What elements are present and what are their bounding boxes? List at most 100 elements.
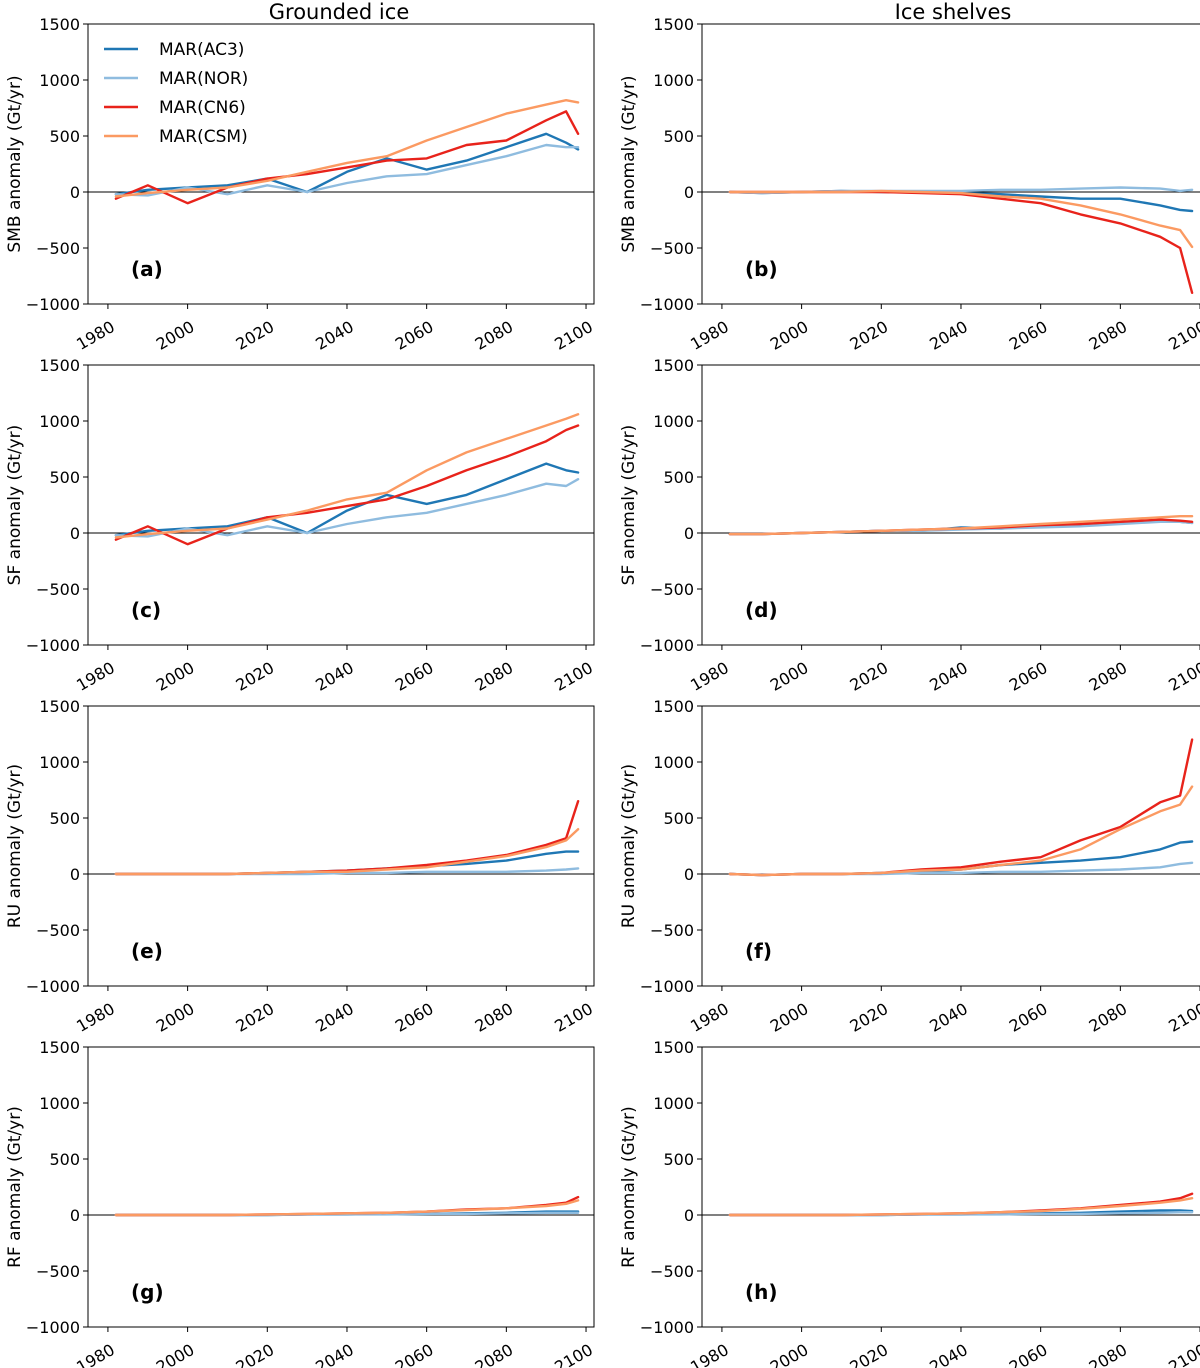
xtick-label-h: 2100: [1165, 1340, 1200, 1368]
xtick-label-g: 2020: [233, 1340, 278, 1368]
ylabel-h: RF anomaly (Gt/yr): [619, 1106, 639, 1268]
ytick-label-b: 0: [684, 183, 694, 202]
series-line-marcsm-e: [114, 828, 580, 876]
xtick-label-e: 2080: [472, 999, 517, 1036]
ytick-label-d: 1000: [653, 412, 694, 431]
series-line-marcsm-b: [728, 189, 1194, 249]
ytick-label-f: 1500: [653, 697, 694, 716]
panel-frame-c: [87, 364, 595, 646]
ytick-label-a: −500: [36, 239, 80, 258]
ytick-label-d: −500: [650, 580, 694, 599]
ytick-label-c: 500: [49, 468, 80, 487]
ytick-label-h: −1000: [640, 1318, 694, 1337]
ytick-label-f: 0: [684, 865, 694, 884]
ytick-label-g: −500: [36, 1262, 80, 1281]
xtick-label-c: 2060: [392, 658, 437, 695]
series-line-marcn6-c: [114, 424, 580, 546]
panel-label-c: (c): [131, 598, 161, 622]
xtick-label-a: 2020: [233, 317, 278, 354]
xtick-label-c: 2040: [312, 658, 357, 695]
ytick-label-e: 500: [49, 809, 80, 828]
xtick-label-g: 2100: [551, 1340, 596, 1368]
ytick-label-h: 500: [663, 1150, 694, 1169]
panel-label-e: (e): [131, 939, 163, 963]
xtick-label-d: 2080: [1086, 658, 1131, 695]
ytick-label-e: −500: [36, 921, 80, 940]
ytick-label-a: 1500: [39, 15, 80, 34]
xtick-label-a: 2100: [551, 317, 596, 354]
xtick-label-b: 2060: [1006, 317, 1051, 354]
ytick-label-d: 1500: [653, 356, 694, 375]
ytick-label-g: 500: [49, 1150, 80, 1169]
xtick-label-b: 2080: [1086, 317, 1131, 354]
series-line-marcn6-e: [114, 800, 580, 876]
ytick-label-g: −1000: [26, 1318, 80, 1337]
ytick-label-g: 0: [70, 1206, 80, 1225]
ytick-label-g: 1500: [39, 1038, 80, 1057]
ytick-label-c: −1000: [26, 636, 80, 655]
xtick-label-f: 2040: [926, 999, 971, 1036]
ytick-label-d: 500: [663, 468, 694, 487]
ytick-label-b: 1500: [653, 15, 694, 34]
ytick-label-c: 0: [70, 524, 80, 543]
series-line-marnor-c: [114, 478, 580, 538]
xtick-label-b: 1980: [687, 317, 732, 354]
ytick-label-e: 1500: [39, 697, 80, 716]
ytick-label-e: 0: [70, 865, 80, 884]
ylabel-f: RU anomaly (Gt/yr): [619, 764, 639, 928]
panel-label-h: (h): [745, 1280, 778, 1304]
ytick-label-f: 1000: [653, 753, 694, 772]
panel-frame-e: [87, 705, 595, 987]
legend-label-marac3: MAR(AC3): [159, 40, 244, 60]
legend-label-marcn6: MAR(CN6): [159, 98, 246, 118]
xtick-label-c: 2100: [551, 658, 596, 695]
ytick-label-b: 1000: [653, 71, 694, 90]
series-line-marcsm-f: [728, 785, 1194, 877]
xtick-label-g: 1980: [73, 1340, 118, 1368]
ytick-label-c: 1500: [39, 356, 80, 375]
xtick-label-a: 1980: [73, 317, 118, 354]
xtick-label-e: 1980: [73, 999, 118, 1036]
xtick-label-g: 2060: [392, 1340, 437, 1368]
xtick-label-g: 2040: [312, 1340, 357, 1368]
ytick-label-b: 500: [663, 127, 694, 146]
ytick-label-g: 1000: [39, 1094, 80, 1113]
xtick-label-f: 1980: [687, 999, 732, 1036]
series-line-marcn6-b: [728, 190, 1194, 294]
panel-label-f: (f): [745, 939, 772, 963]
panel-label-b: (b): [745, 257, 778, 281]
xtick-label-f: 2020: [847, 999, 892, 1036]
panel-frame-g: [87, 1046, 595, 1328]
panel-label-a: (a): [131, 257, 163, 281]
ytick-label-c: 1000: [39, 412, 80, 431]
xtick-label-h: 2040: [926, 1340, 971, 1368]
ytick-label-a: 500: [49, 127, 80, 146]
ytick-label-a: 0: [70, 183, 80, 202]
ylabel-a: SMB anomaly (Gt/yr): [5, 75, 25, 252]
series-line-marcsm-c: [114, 413, 580, 539]
ytick-label-h: −500: [650, 1262, 694, 1281]
panel-label-d: (d): [745, 598, 778, 622]
ylabel-b: SMB anomaly (Gt/yr): [619, 75, 639, 252]
ylabel-d: SF anomaly (Gt/yr): [619, 425, 639, 586]
xtick-label-h: 2080: [1086, 1340, 1131, 1368]
xtick-label-g: 2000: [153, 1340, 198, 1368]
xtick-label-d: 2000: [767, 658, 812, 695]
panel-label-g: (g): [131, 1280, 164, 1304]
xtick-label-f: 2000: [767, 999, 812, 1036]
xtick-label-c: 2080: [472, 658, 517, 695]
series-line-marcn6-a: [114, 110, 580, 205]
xtick-label-f: 2080: [1086, 999, 1131, 1036]
xtick-label-b: 2020: [847, 317, 892, 354]
column-title-grounded: Grounded ice: [268, 0, 410, 24]
ytick-label-f: 500: [663, 809, 694, 828]
xtick-label-d: 2040: [926, 658, 971, 695]
ylabel-c: SF anomaly (Gt/yr): [5, 425, 25, 586]
xtick-label-a: 2080: [472, 317, 517, 354]
ytick-label-e: 1000: [39, 753, 80, 772]
series-line-marcsm-g: [114, 1199, 580, 1217]
xtick-label-d: 1980: [687, 658, 732, 695]
xtick-label-g: 2080: [472, 1340, 517, 1368]
xtick-label-e: 2020: [233, 999, 278, 1036]
